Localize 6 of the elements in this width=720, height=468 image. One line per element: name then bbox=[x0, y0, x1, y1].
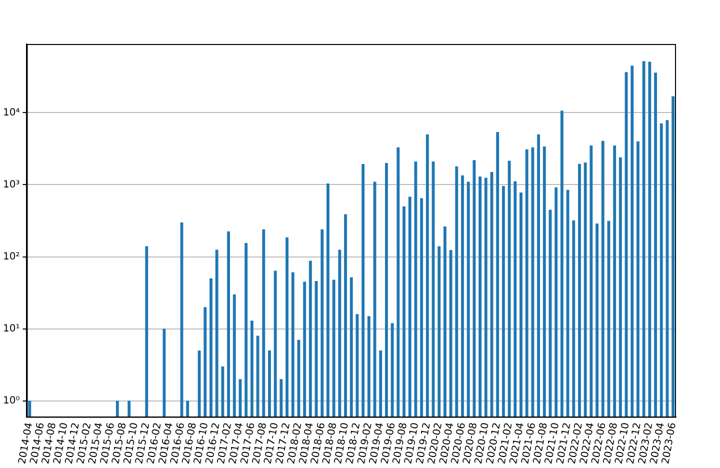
y-tick-label: 10³ bbox=[3, 179, 20, 190]
x-tick-label: 2023-06 bbox=[660, 422, 679, 465]
y-tick-label: 10² bbox=[3, 251, 20, 262]
y-tick-label: 10⁰ bbox=[3, 395, 20, 406]
y-tick-label: 10⁴ bbox=[3, 107, 20, 118]
y-tick-label: 10¹ bbox=[3, 323, 20, 334]
